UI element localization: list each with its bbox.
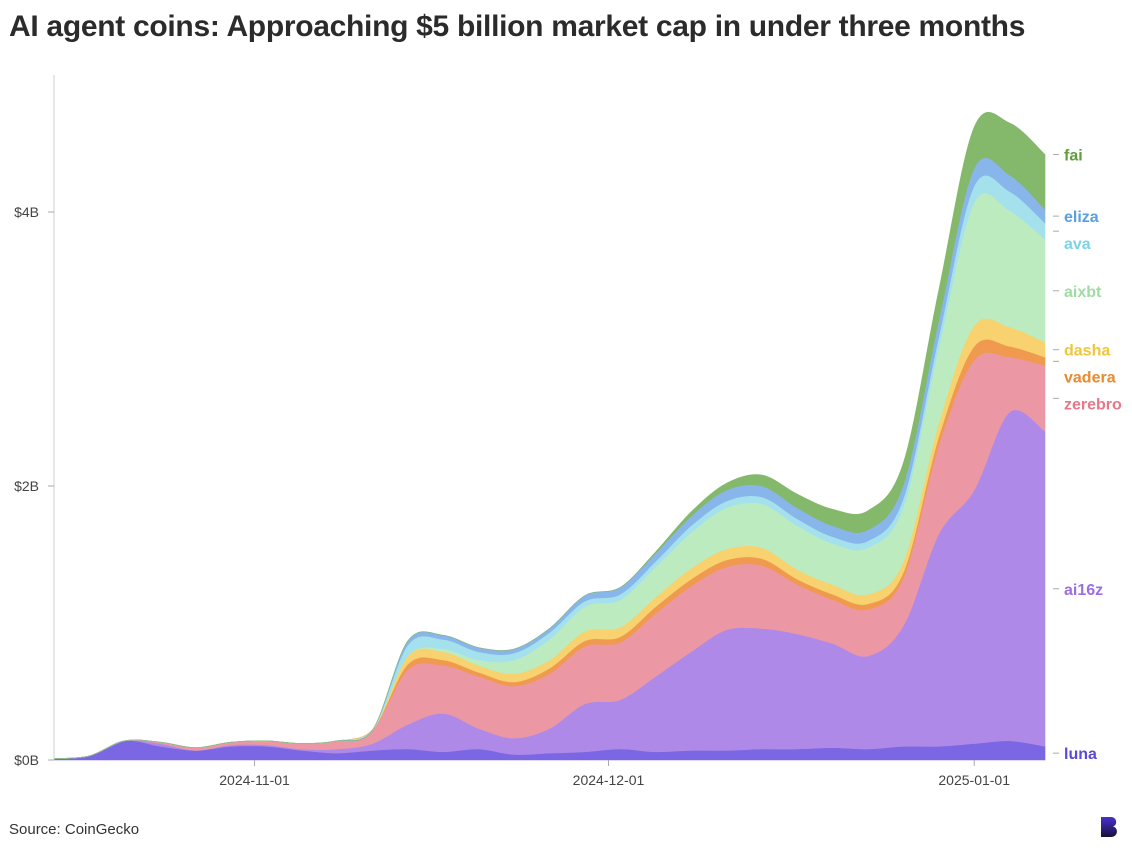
series-label-vadera: vadera — [1064, 370, 1116, 387]
y-ticks: $0B $2B $4B — [14, 204, 54, 768]
series-label-aixbt: aixbt — [1064, 284, 1102, 301]
y-tick-label: $2B — [14, 478, 39, 494]
series-label-ava: ava — [1064, 236, 1091, 253]
x-tick-label: 2024-12-01 — [573, 772, 645, 788]
series-label-fai: fai — [1064, 147, 1083, 164]
y-tick-label: $0B — [14, 752, 39, 768]
series-label-ai16z: ai16z — [1064, 582, 1103, 599]
x-tick-label: 2024-11-01 — [219, 772, 290, 788]
series-label-zerebro: zerebro — [1064, 397, 1122, 414]
source-note: Source: CoinGecko — [9, 821, 140, 838]
x-tick-label: 2025-01-01 — [938, 772, 1010, 788]
y-tick-label: $4B — [14, 204, 39, 220]
x-ticks: 2024-11-01 2024-12-01 2025-01-01 — [219, 760, 1010, 788]
area-layers — [53, 112, 1046, 761]
series-label-luna: luna — [1064, 746, 1097, 763]
chart-title: AI agent coins: Approaching $5 billion m… — [9, 10, 1026, 43]
series-labels: fai eliza ava aixbt dasha vadera zerebro ai16z l… — [1053, 147, 1122, 763]
series-label-dasha: dasha — [1064, 343, 1110, 360]
series-label-eliza: eliza — [1064, 209, 1099, 226]
area-fai — [53, 112, 1046, 759]
b-logo-icon — [1101, 817, 1117, 837]
